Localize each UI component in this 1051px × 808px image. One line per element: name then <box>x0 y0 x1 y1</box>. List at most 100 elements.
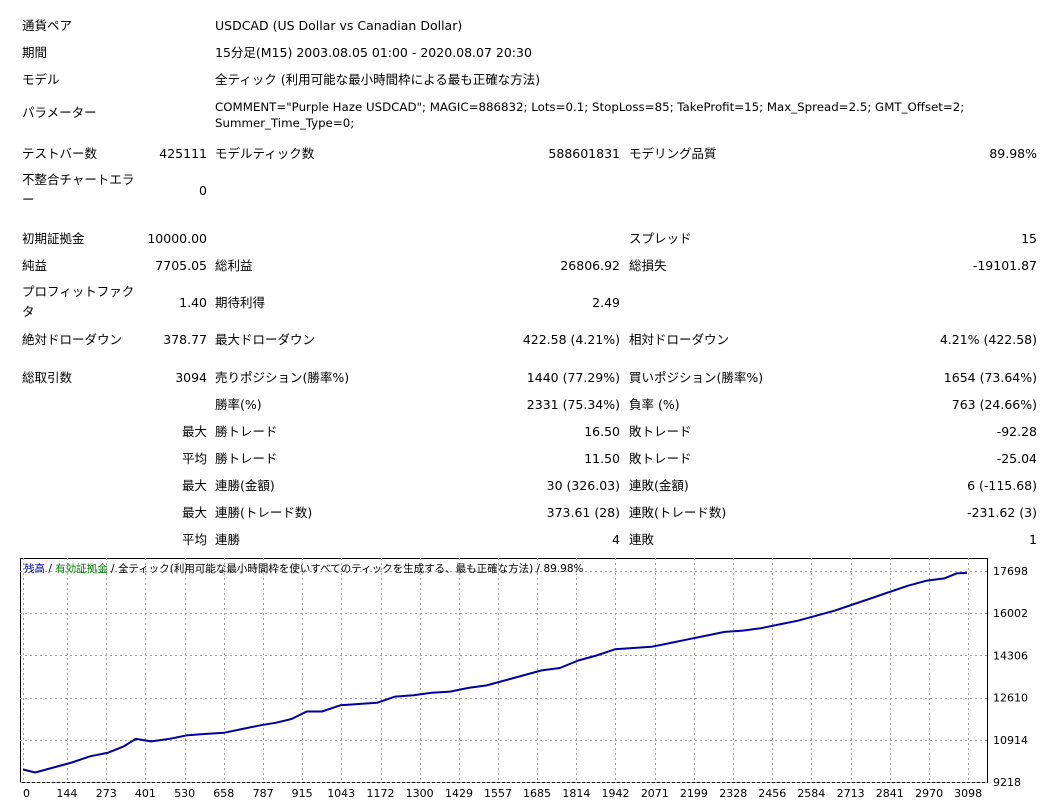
expected-payoff-label: 期待利得 <box>215 295 266 310</box>
relative-drawdown-label: 相対ドローダウン <box>629 332 730 347</box>
ticks-value: 588601831 <box>548 146 620 161</box>
legend-model: 全ティック(利用可能な最小時間枠を使いすべてのティックを生成する、最も正確な方法… <box>117 563 534 575</box>
short-positions-value: 1440 (77.29%) <box>526 370 620 385</box>
params-line2: Summer_Time_Type=0; <box>215 116 355 130</box>
series-layer <box>22 571 967 774</box>
y-tick-label: 12610 <box>993 692 1028 705</box>
x-tick-label: 3098 <box>954 787 982 800</box>
consecutive-losses-money-value: 6 (-115.68) <box>967 478 1037 493</box>
x-tick-label: 2584 <box>797 787 825 800</box>
y-tick-label: 14306 <box>993 649 1028 662</box>
period-label: 期間 <box>22 45 48 60</box>
legend-separator-3: / <box>533 563 544 575</box>
relative-drawdown-value: 4.21% (422.58) <box>939 332 1037 347</box>
gross-profit-label: 総利益 <box>215 258 253 273</box>
plot-area <box>20 558 988 783</box>
legend-equity: 有効証拠金 <box>55 563 108 575</box>
x-tick-label: 144 <box>56 787 77 800</box>
x-tick-label: 2713 <box>837 787 865 800</box>
deposit-value: 10000.00 <box>147 231 207 246</box>
consecutive-wins-money-label: 連勝(金額) <box>215 478 275 493</box>
balance-series-line <box>22 571 967 774</box>
period-value: 15分足(M15) 2003.08.05 01:00 - 2020.08.07 … <box>215 45 532 60</box>
profit-trades-label: 勝率(%) <box>215 397 262 412</box>
average-profit-value: 11.50 <box>584 451 620 466</box>
x-axis-labels: 0 144 273 401 530 658 787 915 1043 1172 1300 1429 15… <box>23 787 982 800</box>
net-profit-value: 7705.05 <box>155 258 207 273</box>
maximal-drawdown-value: 422.58 (4.21%) <box>522 332 620 347</box>
max-prefix-2: 最大 <box>181 478 207 493</box>
deposit-label: 初期証拠金 <box>22 231 85 246</box>
loss-trades-label: 負率 (%) <box>629 397 680 412</box>
x-tick-label: 2970 <box>915 787 943 800</box>
x-tick-label: 787 <box>253 787 274 800</box>
net-profit-label: 純益 <box>22 258 48 273</box>
grid-lines <box>20 558 987 783</box>
x-tick-label: 658 <box>213 787 234 800</box>
params-line1: COMMENT="Purple Haze USDCAD"; MAGIC=8868… <box>215 100 965 114</box>
consecutive-losses-money-label: 連敗(金額) <box>629 478 689 493</box>
maximal-drawdown-label: 最大ドローダウン <box>215 332 316 347</box>
profit-factor-value: 1.40 <box>179 295 207 310</box>
long-positions-label: 買いポジション(勝率%) <box>629 370 764 385</box>
absolute-drawdown-label: 絶対ドローダウン <box>22 332 123 347</box>
y-tick-label: 10914 <box>993 734 1028 747</box>
gross-loss-value: -19101.87 <box>972 258 1037 273</box>
avg-consecutive-wins-value: 4 <box>612 532 620 547</box>
long-positions-value: 1654 (73.64%) <box>943 370 1037 385</box>
x-tick-label: 1043 <box>327 787 355 800</box>
absolute-drawdown-value: 378.77 <box>163 332 207 347</box>
gross-loss-label: 総損失 <box>629 258 667 273</box>
x-tick-label: 1557 <box>484 787 512 800</box>
y-tick-label: 17698 <box>993 565 1028 578</box>
model-label: モデル <box>22 72 60 87</box>
y-tick-label: 16002 <box>993 607 1028 620</box>
avg-consecutive-losses-label: 連敗 <box>629 532 655 547</box>
gross-profit-value: 26806.92 <box>560 258 620 273</box>
spread-label: スプレッド <box>629 231 692 246</box>
mismatch-label-2: ー <box>22 192 35 207</box>
y-tick-label: 9218 <box>993 776 1021 789</box>
x-tick-label: 1814 <box>562 787 590 800</box>
loss-trades-value: 763 (24.66%) <box>951 397 1037 412</box>
quality-value: 89.98% <box>989 146 1037 161</box>
y-axis-labels: 9218 10914 12610 14306 16002 17698 <box>993 565 1028 789</box>
x-tick-label: 0 <box>23 787 30 800</box>
consecutive-wins-count-label: 連勝(トレード数) <box>215 505 313 520</box>
bars-value: 425111 <box>159 146 207 161</box>
largest-profit-value: 16.50 <box>584 424 620 439</box>
ticks-label: モデルティック数 <box>215 146 315 161</box>
consecutive-losses-count-label: 連敗(トレード数) <box>629 505 727 520</box>
model-value: 全ティック (利用可能な最小時間枠による最も正確な方法) <box>215 72 541 87</box>
legend-quality: 89.98% <box>543 563 584 575</box>
mismatch-value: 0 <box>199 183 207 198</box>
largest-loss-value: -92.28 <box>996 424 1037 439</box>
profit-factor-label-1: プロフィットファク <box>22 284 135 299</box>
symbol-label: 通貨ペア <box>22 18 73 33</box>
params-label: パラメーター <box>22 105 97 120</box>
largest-prefix: 最大 <box>181 424 207 439</box>
legend-separator-1: / <box>45 563 56 575</box>
max-prefix-3: 最大 <box>181 505 207 520</box>
consecutive-losses-count-value: -231.62 (3) <box>967 505 1037 520</box>
legend-balance: 残高 <box>24 563 45 575</box>
balance-graph: 9218 10914 12610 14306 16002 17698 0 144 273 401… <box>20 558 1028 800</box>
largest-loss-label: 敗トレード <box>629 424 692 439</box>
avg-consecutive-wins-label: 連勝 <box>215 532 241 547</box>
average-prefix-2: 平均 <box>181 532 207 547</box>
quality-label: モデリング品質 <box>629 146 717 161</box>
expected-payoff-value: 2.49 <box>592 295 620 310</box>
x-tick-label: 1300 <box>406 787 434 800</box>
average-loss-label: 敗トレード <box>629 451 692 466</box>
average-loss-value: -25.04 <box>996 451 1037 466</box>
largest-profit-label: 勝トレード <box>215 424 278 439</box>
x-tick-label: 2456 <box>758 787 786 800</box>
graph-legend: 残高 / 有効証拠金 / 全ティック(利用可能な最小時間枠を使いすべてのティック… <box>24 562 583 576</box>
average-prefix: 平均 <box>181 451 207 466</box>
profit-trades-value: 2331 (75.34%) <box>526 397 620 412</box>
x-tick-label: 530 <box>174 787 195 800</box>
consecutive-wins-money-value: 30 (326.03) <box>546 478 620 493</box>
x-tick-label: 2841 <box>876 787 904 800</box>
x-tick-label: 1429 <box>445 787 473 800</box>
symbol-value: USDCAD (US Dollar vs Canadian Dollar) <box>215 18 463 33</box>
